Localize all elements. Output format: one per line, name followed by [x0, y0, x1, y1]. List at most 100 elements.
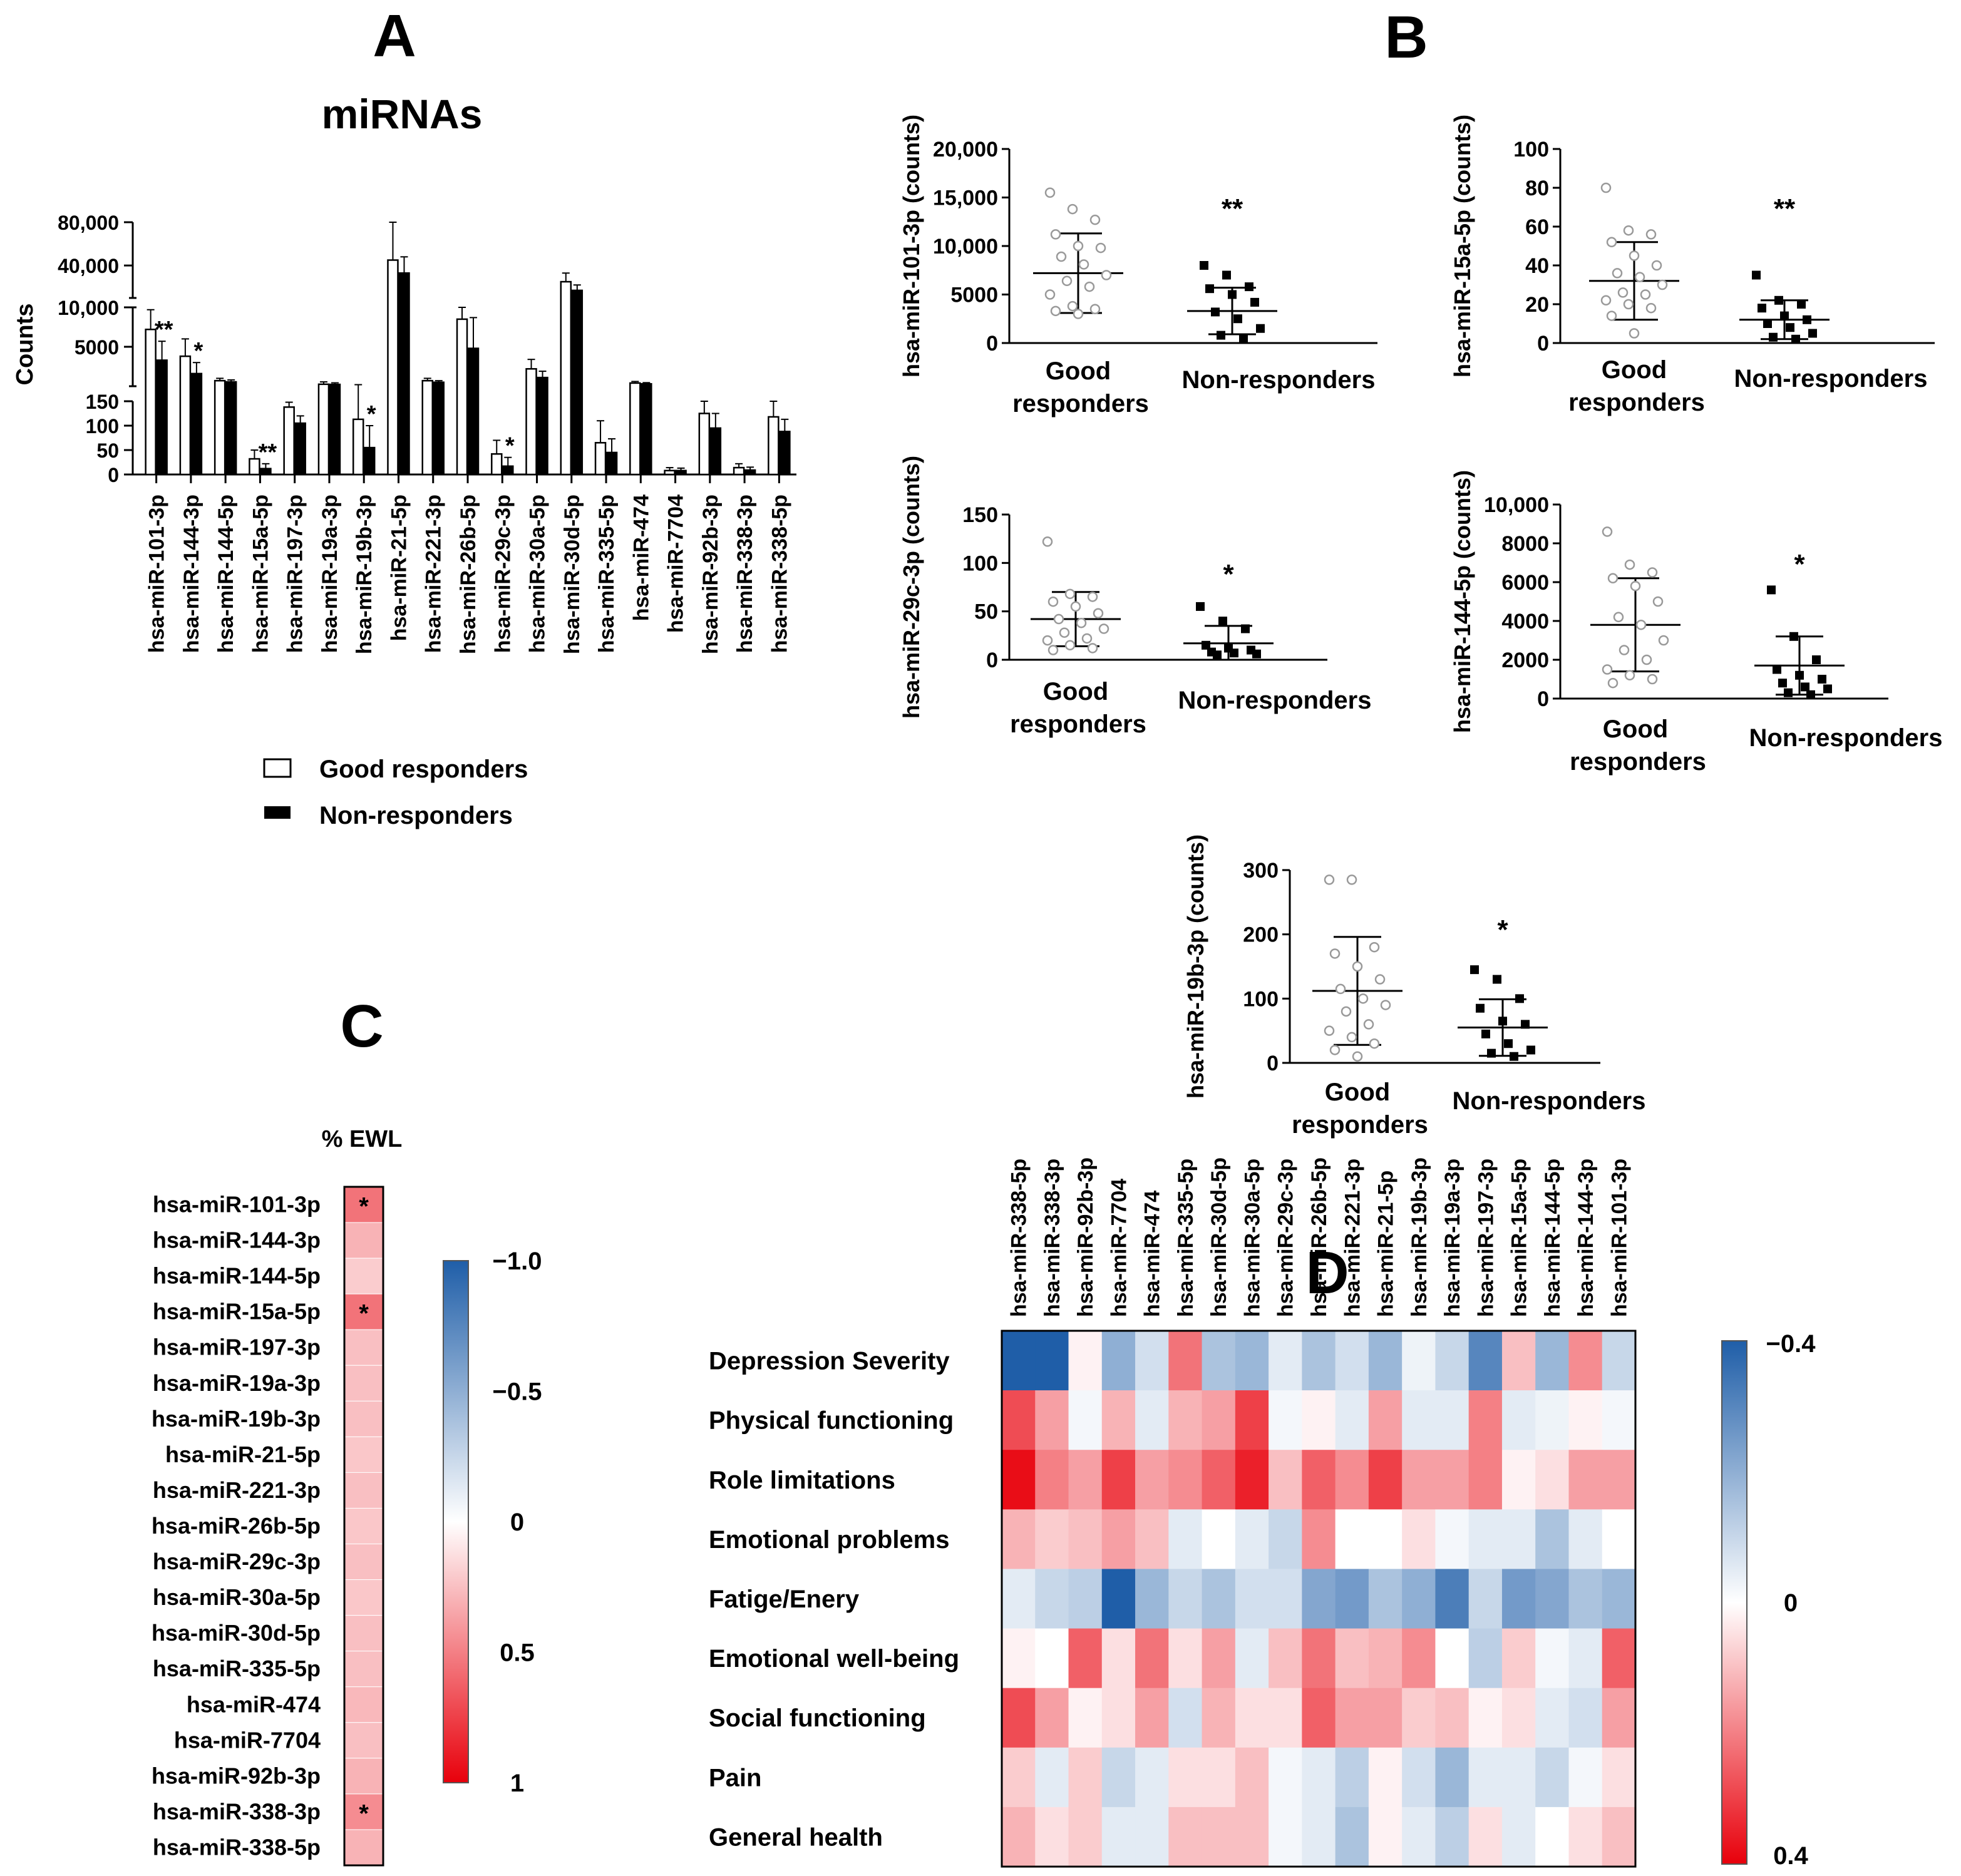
scatter-point-good — [1352, 961, 1363, 972]
panel-letter-d: D — [1305, 1239, 1349, 1306]
heatmap-d-cell — [1368, 1331, 1403, 1391]
x-tick-label: hsa-miR-19a-3p — [318, 495, 342, 653]
heatmap-d-cell — [1235, 1509, 1269, 1569]
legend-swatch-non — [264, 806, 291, 819]
heatmap-d-cell — [1302, 1628, 1336, 1689]
scatter-point-good — [1647, 567, 1658, 578]
heatmap-c-row-label: hsa-miR-144-5p — [153, 1263, 321, 1289]
heatmap-d-column-label: hsa-miR-30d-5p — [1207, 1157, 1231, 1317]
group-label-non: Non-responders — [1749, 724, 1943, 752]
heatmap-d-cell — [1335, 1628, 1369, 1689]
scatter-y-tick-label: 100 — [1243, 987, 1279, 1011]
scatter-point-non — [1510, 1052, 1518, 1061]
bar-non-hsa-miR-19b-3p — [363, 446, 376, 476]
scatter-y-tick-label: 50 — [974, 600, 998, 624]
heatmap-d-cell — [1202, 1807, 1236, 1867]
x-tick-label: hsa-miR-92b-3p — [699, 495, 723, 654]
heatmap-d-cell — [1535, 1450, 1569, 1510]
axis-a-tick-label: 150 — [86, 391, 119, 413]
scatter-point-non — [1797, 300, 1806, 309]
heatmap-d-cell — [1168, 1509, 1203, 1569]
heatmap-d-cell — [1535, 1628, 1569, 1689]
heatmap-d-cell — [1101, 1569, 1136, 1629]
scatter-point-non — [1487, 1048, 1496, 1058]
scatter-point-good — [1084, 281, 1095, 292]
heatmap-d-cell — [1002, 1569, 1036, 1629]
heatmap-d-cell — [1335, 1450, 1369, 1510]
heatmap-d-cell — [1602, 1747, 1636, 1808]
heatmap-c-cell — [344, 1436, 384, 1473]
heatmap-d-cell — [1101, 1450, 1136, 1510]
scatter-point-good — [1059, 627, 1070, 638]
heatmap-d-column-label: hsa-miR-92b-3p — [1074, 1157, 1098, 1317]
bar-non-hsa-miR-338-5p — [779, 431, 791, 476]
heatmap-c-cell — [344, 1400, 384, 1437]
group-label-good: responders — [1292, 1111, 1428, 1139]
group-label-good: responders — [1570, 748, 1706, 776]
heatmap-d-cell — [1435, 1628, 1469, 1689]
x-tick-label: hsa-miR-19b-3p — [353, 495, 376, 654]
heatmap-d-cell — [1002, 1509, 1036, 1569]
heatmap-d-cell — [1068, 1450, 1103, 1510]
heatmap-d-row-label: Depression Severity — [709, 1348, 950, 1375]
bar-good-hsa-miR-21-5p — [387, 259, 399, 476]
scatter-point-non — [1218, 617, 1227, 626]
heatmap-d-cell — [1168, 1390, 1203, 1450]
heatmap-c-row-label: hsa-miR-19a-3p — [153, 1370, 321, 1396]
scatter-point-good — [1324, 1025, 1335, 1036]
legend-label-good: Good responders — [319, 756, 528, 783]
scatter-ylabel: hsa-miR-19b-3p (counts) — [1183, 834, 1208, 1099]
heatmap-d-cell — [1202, 1688, 1236, 1748]
scatter-point-non — [1767, 585, 1776, 595]
heatmap-c-row-label: hsa-miR-144-3p — [153, 1228, 321, 1253]
heatmap-d-cell — [1402, 1390, 1436, 1450]
heatmap-d-cell — [1501, 1331, 1536, 1391]
scatter-point-good — [1087, 592, 1098, 602]
heatmap-d-cell — [1235, 1688, 1269, 1748]
heatmap-d-cell — [1435, 1569, 1469, 1629]
heatmap-d-cell — [1068, 1747, 1103, 1808]
group-label-good: Good — [1325, 1079, 1390, 1106]
legend-swatch-good — [263, 758, 292, 778]
heatmap-d-cell — [1568, 1688, 1603, 1748]
heatmap-d-cell — [1202, 1331, 1236, 1391]
heatmap-d-cell — [1235, 1390, 1269, 1450]
scatter-point-good — [1061, 275, 1073, 287]
x-tick-label: hsa-miR-144-3p — [180, 495, 203, 653]
scatter-plot-B2: 0 20 40 60 80 100 hsa-miR-15a-5p (counts) ** Goo… — [1449, 115, 1935, 416]
heatmap-c-cell — [344, 1222, 384, 1259]
bar-good-hsa-miR-338-3p — [733, 466, 745, 476]
heatmap-d-cell — [1202, 1569, 1236, 1629]
heatmap-d-cell — [1402, 1569, 1436, 1629]
x-tick-label: hsa-miR-15a-5p — [249, 495, 272, 653]
heatmap-d-cell — [1535, 1509, 1569, 1569]
heatmap-d-cell — [1168, 1807, 1203, 1867]
x-tick-label: hsa-miR-197-3p — [284, 495, 307, 653]
scatter-point-good — [1067, 300, 1078, 312]
heatmap-d-cell — [1468, 1688, 1503, 1748]
bar-non-hsa-miR-221-3p — [433, 381, 445, 476]
panel-c-heatmap: % EWL hsa-miR-101-3p * hsa-miR-144-3p hsa-m… — [152, 1126, 542, 1867]
heatmap-c-row-label: hsa-miR-26b-5p — [152, 1513, 321, 1539]
heatmap-d-cell — [1568, 1807, 1603, 1867]
heatmap-d-cell — [1435, 1807, 1469, 1867]
scatter-point-non — [1493, 975, 1501, 984]
scatter-point-non — [1801, 682, 1809, 692]
heatmap-d-cell — [1501, 1628, 1536, 1689]
heatmap-d-column-label: hsa-miR-26b-5p — [1307, 1157, 1331, 1317]
scatter-point-good — [1600, 295, 1612, 306]
scatter-point-non — [1470, 965, 1479, 975]
scatter-point-good — [1064, 588, 1076, 600]
scatter-point-good — [1658, 635, 1669, 646]
heatmap-d-colorbar — [1721, 1340, 1747, 1865]
heatmap-c-significance: * — [359, 1300, 369, 1328]
heatmap-d-cell — [1335, 1509, 1369, 1569]
heatmap-d-cell — [1368, 1628, 1403, 1689]
scatter-y-tick-label: 100 — [1513, 138, 1549, 161]
heatmap-d-colorbar-tick: −0.4 — [1766, 1330, 1816, 1358]
heatmap-c-cell — [344, 1258, 384, 1294]
heatmap-d-column-label: hsa-miR-21-5p — [1374, 1171, 1398, 1317]
heatmap-d-cell — [1235, 1807, 1269, 1867]
scatter-point-good — [1089, 214, 1101, 225]
scatter-point-good — [1050, 305, 1061, 317]
